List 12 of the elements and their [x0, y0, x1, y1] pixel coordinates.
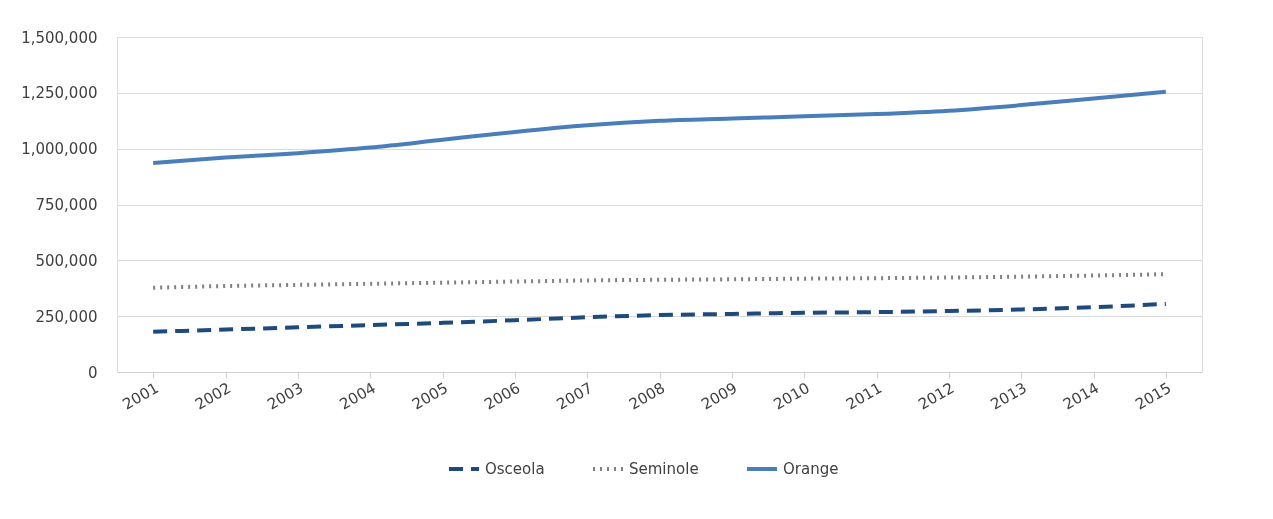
y-tick-label: 1,000,000	[21, 140, 98, 159]
y-tick-label: 0	[87, 363, 98, 382]
legend-label: Osceola	[485, 460, 545, 478]
line-series	[151, 89, 1168, 165]
y-tick-label: 1,500,000	[21, 28, 98, 47]
y-tick-label: 500,000	[35, 251, 98, 270]
line-series	[151, 301, 1168, 334]
legend-label: Seminole	[629, 460, 699, 478]
legend-label: Orange	[783, 460, 839, 478]
y-tick-label: 1,250,000	[21, 84, 98, 103]
y-tick-label: 250,000	[35, 307, 98, 326]
y-tick-label: 750,000	[35, 196, 98, 214]
